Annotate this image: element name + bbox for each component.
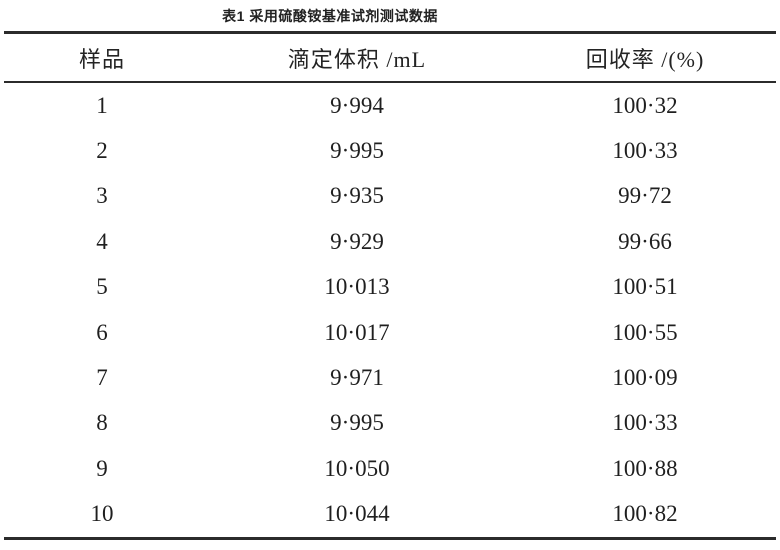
table-row: 6 10·017 100·55 bbox=[4, 310, 776, 355]
titration-volume-cell: 10·050 bbox=[324, 455, 390, 481]
table-row: 1 9·994 100·32 bbox=[4, 83, 776, 128]
table-row: 7 9·971 100·09 bbox=[4, 355, 776, 400]
sample-cell: 3 bbox=[96, 183, 108, 209]
titration-volume-cell: 9·995 bbox=[330, 138, 384, 164]
table-body: 1 9·994 100·32 2 9·995 100·33 3 9·935 99·72 4 9·92… bbox=[4, 83, 776, 537]
sample-cell: 10 bbox=[90, 501, 114, 527]
data-table: 样品 滴定体积 /mL 回收率 /(%) 1 9·994 100·32 2 9·995 1… bbox=[4, 31, 776, 540]
sample-cell: 2 bbox=[96, 138, 108, 164]
recovery-rate-cell: 99·72 bbox=[618, 183, 672, 209]
column-header-sample: 样品 bbox=[78, 46, 125, 72]
table-row: 10 10·044 100·82 bbox=[4, 492, 776, 537]
titration-volume-cell: 10·013 bbox=[324, 274, 390, 300]
titration-volume-cell: 9·971 bbox=[330, 365, 384, 391]
recovery-rate-cell: 99·66 bbox=[618, 228, 672, 254]
table-title: 表1 采用硫酸铵基准试剂测试数据 bbox=[222, 7, 438, 24]
table-row: 2 9·995 100·33 bbox=[4, 128, 776, 173]
table-row: 9 10·050 100·88 bbox=[4, 446, 776, 491]
recovery-rate-cell: 100·32 bbox=[612, 92, 678, 118]
recovery-rate-cell: 100·33 bbox=[612, 138, 678, 164]
column-header-titration-volume: 滴定体积 /mL bbox=[287, 46, 427, 72]
titration-volume-cell: 9·935 bbox=[330, 183, 384, 209]
recovery-rate-cell: 100·51 bbox=[612, 274, 678, 300]
sample-cell: 5 bbox=[96, 274, 108, 300]
table-row: 5 10·013 100·51 bbox=[4, 265, 776, 310]
titration-volume-cell: 10·017 bbox=[324, 319, 390, 345]
table-row: 4 9·929 99·66 bbox=[4, 219, 776, 264]
recovery-rate-cell: 100·33 bbox=[612, 410, 678, 436]
recovery-rate-cell: 100·09 bbox=[612, 365, 678, 391]
titration-volume-cell: 10·044 bbox=[324, 501, 390, 527]
table-caption-bar: 表1 采用硫酸铵基准试剂测试数据 bbox=[0, 0, 780, 31]
titration-volume-cell: 9·929 bbox=[330, 228, 384, 254]
sample-cell: 8 bbox=[96, 410, 108, 436]
sample-cell: 4 bbox=[96, 228, 108, 254]
titration-volume-cell: 9·995 bbox=[330, 410, 384, 436]
sample-cell: 1 bbox=[96, 92, 108, 118]
table-row: 3 9·935 99·72 bbox=[4, 174, 776, 219]
table-row: 8 9·995 100·33 bbox=[4, 401, 776, 446]
sample-cell: 6 bbox=[96, 319, 108, 345]
recovery-rate-cell: 100·82 bbox=[612, 501, 678, 527]
sample-cell: 9 bbox=[96, 455, 108, 481]
recovery-rate-cell: 100·55 bbox=[612, 319, 678, 345]
table-header-row: 样品 滴定体积 /mL 回收率 /(%) bbox=[4, 34, 776, 83]
titration-volume-cell: 9·994 bbox=[330, 92, 384, 118]
sample-cell: 7 bbox=[96, 365, 108, 391]
column-header-recovery-rate: 回收率 /(%) bbox=[585, 46, 705, 72]
recovery-rate-cell: 100·88 bbox=[612, 455, 678, 481]
